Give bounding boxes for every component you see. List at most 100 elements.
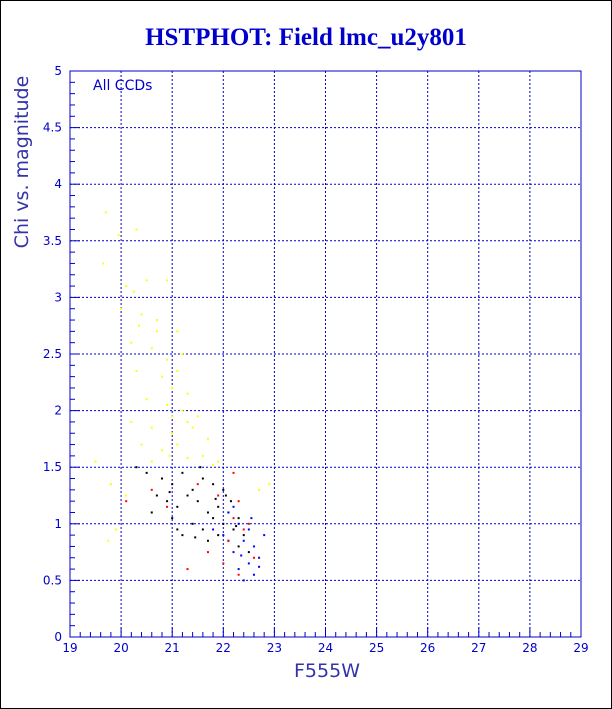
x-tick-label: 20 bbox=[113, 641, 128, 655]
data-point bbox=[201, 477, 204, 480]
data-point bbox=[130, 420, 133, 423]
data-point bbox=[120, 307, 123, 310]
data-point bbox=[181, 534, 184, 537]
data-point bbox=[155, 330, 158, 333]
data-point bbox=[247, 522, 250, 525]
data-point bbox=[191, 488, 194, 491]
x-tick-label: 25 bbox=[369, 641, 384, 655]
data-point bbox=[181, 471, 184, 474]
data-point bbox=[224, 494, 227, 497]
y-tick-label: 0 bbox=[54, 630, 62, 644]
data-point bbox=[166, 279, 169, 282]
data-point bbox=[206, 551, 209, 554]
data-point bbox=[155, 494, 158, 497]
data-point bbox=[171, 483, 174, 486]
data-point bbox=[240, 554, 243, 557]
data-point bbox=[171, 415, 174, 418]
data-point bbox=[212, 528, 215, 531]
data-point bbox=[217, 534, 220, 537]
x-tick-label: 26 bbox=[420, 641, 435, 655]
data-point bbox=[160, 449, 163, 452]
data-point bbox=[191, 522, 194, 525]
data-point bbox=[181, 409, 184, 412]
data-point bbox=[176, 369, 179, 372]
data-point bbox=[135, 466, 138, 469]
data-point bbox=[135, 228, 138, 231]
data-point bbox=[191, 426, 194, 429]
x-tick-label: 19 bbox=[62, 641, 77, 655]
data-point bbox=[242, 579, 245, 582]
data-point bbox=[237, 568, 240, 571]
data-point bbox=[155, 319, 158, 322]
data-point bbox=[125, 500, 128, 503]
data-point bbox=[199, 466, 202, 469]
data-point bbox=[186, 494, 189, 497]
y-tick-label: 3.5 bbox=[43, 234, 62, 248]
data-point bbox=[212, 483, 215, 486]
data-point bbox=[137, 324, 140, 327]
data-point bbox=[227, 511, 230, 514]
data-point bbox=[247, 562, 250, 565]
y-tick-label: 4 bbox=[54, 177, 62, 191]
data-point bbox=[237, 500, 240, 503]
x-tick-label: 22 bbox=[216, 641, 231, 655]
data-point bbox=[222, 534, 225, 537]
data-point bbox=[150, 488, 153, 491]
x-tick-label: 28 bbox=[522, 641, 537, 655]
data-point bbox=[235, 525, 238, 528]
data-point bbox=[263, 534, 266, 537]
data-point bbox=[258, 565, 261, 568]
data-point bbox=[194, 536, 197, 539]
data-point bbox=[217, 505, 220, 508]
y-tick-label: 1.5 bbox=[43, 460, 62, 474]
data-point bbox=[232, 471, 235, 474]
data-point bbox=[125, 494, 128, 497]
y-tick-label: 1 bbox=[54, 517, 62, 531]
y-tick-label: 2 bbox=[54, 404, 62, 418]
data-point bbox=[186, 392, 189, 395]
data-point bbox=[206, 437, 209, 440]
data-point bbox=[229, 500, 232, 503]
data-point bbox=[145, 471, 148, 474]
data-point bbox=[140, 443, 143, 446]
data-point bbox=[176, 528, 179, 531]
data-point bbox=[258, 488, 261, 491]
data-point bbox=[212, 517, 215, 520]
data-point bbox=[268, 483, 271, 486]
data-point bbox=[237, 517, 240, 520]
data-point bbox=[247, 528, 250, 531]
x-axis-label: F555W bbox=[294, 660, 360, 682]
data-point bbox=[168, 491, 171, 494]
data-point bbox=[107, 539, 110, 542]
x-tick-label: 29 bbox=[573, 641, 588, 655]
y-tick-label: 0.5 bbox=[43, 573, 62, 587]
data-point bbox=[181, 353, 184, 355]
data-point bbox=[166, 358, 169, 361]
data-point bbox=[160, 477, 163, 480]
data-point bbox=[222, 522, 225, 525]
data-point bbox=[232, 517, 235, 520]
data-point bbox=[196, 500, 199, 503]
y-tick-label: 5 bbox=[54, 64, 62, 78]
data-point bbox=[150, 460, 153, 463]
data-point bbox=[171, 432, 174, 435]
data-point bbox=[250, 517, 253, 520]
data-point bbox=[186, 420, 189, 423]
x-tick-label: 23 bbox=[267, 641, 282, 655]
x-tick-label: 27 bbox=[471, 641, 486, 655]
data-point bbox=[140, 313, 143, 316]
data-point bbox=[237, 522, 240, 525]
data-point bbox=[242, 528, 245, 531]
data-point bbox=[160, 375, 163, 378]
x-tick-label: 21 bbox=[165, 641, 180, 655]
data-point bbox=[176, 330, 179, 333]
data-point bbox=[130, 341, 133, 344]
data-point bbox=[252, 545, 255, 548]
data-point bbox=[217, 494, 220, 497]
y-axis-label: Chi vs. magnitude bbox=[11, 75, 33, 249]
data-point bbox=[186, 457, 189, 460]
data-point bbox=[247, 551, 250, 554]
panel-annotation: All CCDs bbox=[93, 78, 153, 94]
data-point bbox=[206, 539, 209, 542]
